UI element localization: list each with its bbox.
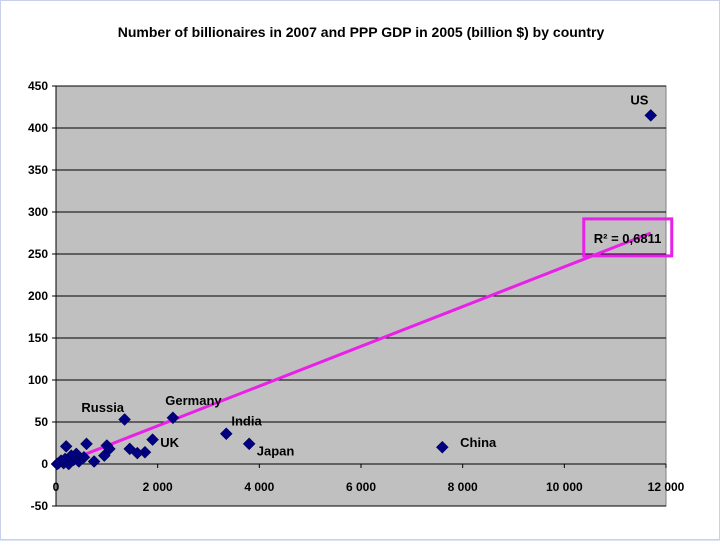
- data-point: [219, 427, 233, 441]
- y-tick-label: 0: [41, 457, 48, 471]
- x-tick-label: 12 000: [648, 480, 685, 494]
- data-point: [87, 455, 101, 468]
- data-point: [644, 109, 658, 122]
- annotation-label: Japan: [257, 444, 295, 459]
- data-point: [146, 433, 159, 446]
- annotation-label: US: [630, 92, 648, 107]
- r2-box: [582, 217, 674, 258]
- data-point: [242, 437, 256, 451]
- r2-label: R² = 0,6811: [594, 231, 662, 246]
- x-tick-label: 8 000: [448, 480, 478, 494]
- data-point: [166, 411, 180, 425]
- x-tick-label: 10 000: [546, 480, 583, 494]
- y-tick-label: 400: [28, 121, 48, 135]
- x-tick-label: 2 000: [143, 480, 173, 494]
- data-point: [138, 445, 152, 459]
- annotation-label: China: [460, 435, 497, 450]
- data-point: [118, 413, 131, 426]
- y-tick-label: 50: [35, 415, 49, 429]
- annotation-label: India: [231, 413, 262, 428]
- annotation-label: UK: [160, 435, 179, 450]
- trendline: [55, 231, 652, 468]
- y-tick-label: 100: [28, 373, 48, 387]
- x-tick-label: 4 000: [244, 480, 274, 494]
- y-tick-label: 450: [28, 79, 48, 93]
- y-tick-label: 150: [28, 331, 48, 345]
- data-point: [80, 437, 93, 451]
- y-tick-label: 250: [28, 247, 48, 261]
- y-tick-label: 200: [28, 289, 48, 303]
- y-tick-label: 350: [28, 163, 48, 177]
- annotation-label: Germany: [165, 393, 222, 408]
- data-point: [97, 449, 111, 462]
- data-point: [59, 440, 73, 453]
- plot-area: -50 0 50 100 150 200 250 300 350 400 450 0 2 000 4 00…: [28, 79, 685, 513]
- x-tick-label: 6 000: [346, 480, 376, 494]
- data-point: [435, 440, 449, 454]
- chart-title: Number of billionaires in 2007 and PPP G…: [118, 24, 605, 40]
- y-tick-label: 300: [28, 205, 48, 219]
- data-point: [50, 457, 64, 471]
- data-point: [123, 442, 137, 456]
- x-tick-label: 0: [53, 480, 60, 494]
- annotation-label: Russia: [81, 400, 124, 415]
- y-tick-label: -50: [31, 499, 49, 513]
